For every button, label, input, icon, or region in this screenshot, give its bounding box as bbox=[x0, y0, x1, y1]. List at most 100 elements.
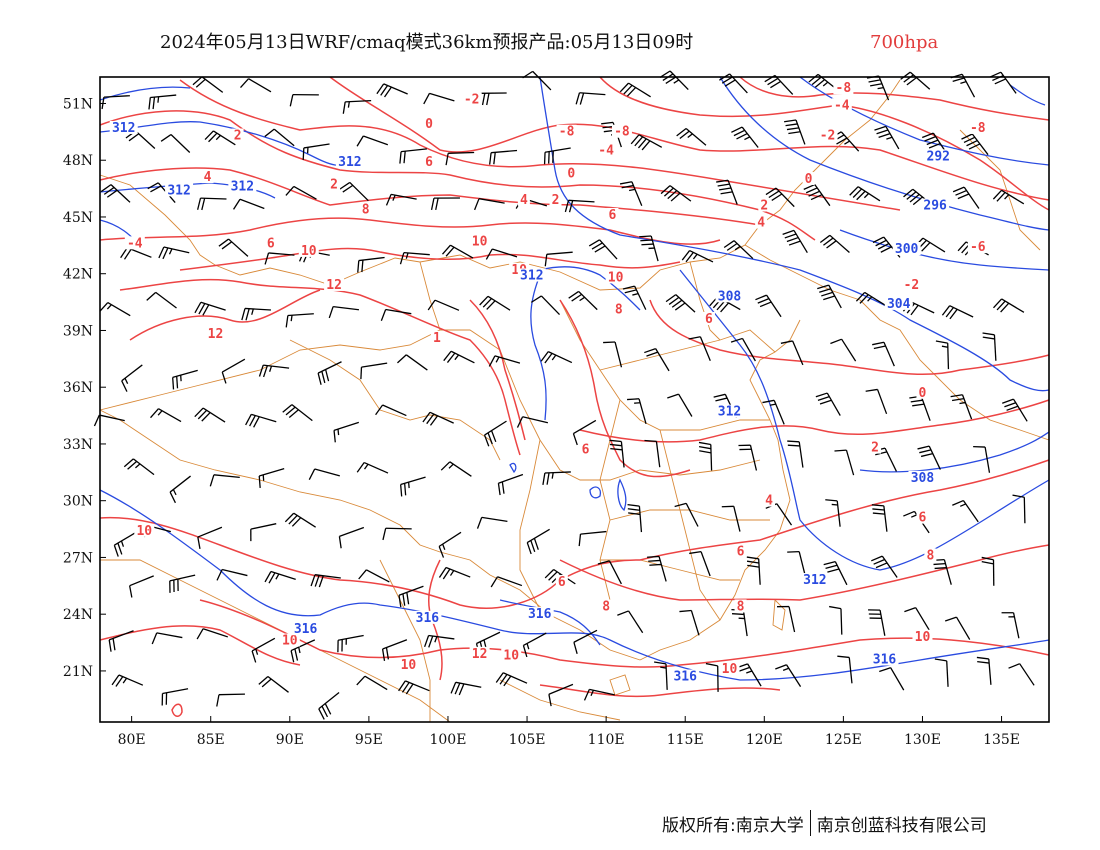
wind-barb-icon bbox=[784, 119, 806, 145]
wind-barb-icon bbox=[339, 181, 369, 202]
theta-e-label-bg bbox=[517, 268, 546, 282]
theta-e-line bbox=[799, 76, 1050, 166]
wind-barb-icon bbox=[522, 632, 547, 658]
wind-barb-icon bbox=[216, 693, 245, 707]
y-tick-label: 33N bbox=[63, 437, 93, 453]
wind-barb-icon bbox=[654, 661, 668, 690]
wind-barb-icon bbox=[950, 394, 973, 420]
wind-barb-icon bbox=[241, 307, 271, 321]
wind-barb-icon bbox=[572, 419, 597, 446]
isotherm-label: 12 bbox=[326, 278, 342, 293]
theta-e-line bbox=[589, 486, 602, 499]
isotherm-label: 6 bbox=[705, 312, 713, 327]
wind-barb-icon bbox=[108, 630, 134, 652]
isotherm-label-bg bbox=[817, 128, 838, 142]
wind-barb-icon bbox=[644, 347, 670, 372]
wind-barb-icon bbox=[197, 526, 223, 549]
wind-barb-icon bbox=[723, 240, 754, 260]
wind-barb-icon bbox=[490, 576, 523, 588]
national-border bbox=[639, 319, 801, 661]
wind-barb-icon bbox=[568, 290, 598, 311]
isotherm bbox=[179, 79, 901, 211]
wind-barb-icon bbox=[285, 185, 317, 200]
wind-barb-icon bbox=[738, 444, 758, 471]
isotherm-label-bg bbox=[398, 658, 419, 672]
isotherm-label-bg bbox=[596, 143, 617, 157]
wind-barb-icon bbox=[775, 664, 802, 687]
wind-barb-icon bbox=[424, 634, 455, 648]
theta-e-line bbox=[617, 478, 627, 512]
isotherm-label: 6 bbox=[919, 511, 927, 526]
wind-barb-icon bbox=[868, 609, 886, 636]
wind-barb-icon bbox=[356, 675, 388, 691]
theta-e-label-bg bbox=[870, 652, 899, 666]
wind-barb-icon bbox=[289, 93, 319, 107]
wind-barb-icon bbox=[819, 234, 850, 253]
wind-barb-icon bbox=[849, 186, 881, 202]
wind-barb-icon bbox=[160, 133, 191, 153]
isotherm-label: 10 bbox=[301, 244, 317, 259]
isotherm-label: 2 bbox=[234, 129, 242, 144]
isotherm-label: 6 bbox=[582, 443, 590, 458]
isotherm-label: 10 bbox=[136, 524, 152, 539]
province-border bbox=[659, 429, 721, 621]
isotherm-label-bg bbox=[924, 548, 937, 562]
wind-barb-icon bbox=[218, 238, 249, 257]
wind-barb-icon bbox=[603, 341, 623, 368]
isotherm-label: 10 bbox=[282, 634, 298, 649]
isotherm-label-bg bbox=[469, 646, 490, 660]
isotherm-label-bg bbox=[869, 440, 882, 454]
coastline bbox=[959, 129, 1041, 251]
isotherm-label-bg bbox=[201, 170, 214, 184]
wind-barb-icon bbox=[357, 256, 385, 273]
theta-e-label: 312 bbox=[718, 405, 741, 420]
level-label: 700hpa bbox=[870, 32, 938, 53]
wind-barb-icon bbox=[746, 556, 761, 585]
theta-e-label-bg bbox=[413, 610, 442, 624]
wind-barb-icon bbox=[240, 78, 272, 93]
wind-barb-icon bbox=[573, 629, 598, 654]
theta-e-label-bg bbox=[291, 622, 320, 636]
wind-barb-icon bbox=[917, 445, 941, 470]
isotherm-label-bg bbox=[605, 270, 626, 284]
wind-barb-icon bbox=[921, 132, 949, 156]
theta-e-line bbox=[539, 76, 1050, 392]
wind-barb-icon bbox=[333, 421, 360, 443]
wind-barb-icon bbox=[1002, 398, 1028, 422]
y-tick-label: 21N bbox=[63, 664, 93, 680]
isotherm-label: 10 bbox=[472, 234, 488, 249]
isotherm bbox=[579, 399, 1050, 443]
theta-e-label: 300 bbox=[895, 242, 919, 257]
wind-barb-icon bbox=[197, 197, 227, 211]
wind-barb-icon bbox=[250, 523, 277, 542]
wind-barb-icon bbox=[803, 183, 831, 207]
x-tick-label: 95E bbox=[355, 732, 383, 748]
wind-barb-icon bbox=[427, 299, 460, 311]
wind-barb-icon bbox=[100, 184, 131, 203]
isotherm-label: 10 bbox=[722, 662, 738, 677]
theta-e-label: 308 bbox=[718, 289, 742, 304]
theta-e-label: 312 bbox=[167, 183, 190, 198]
wind-barb-icon bbox=[665, 294, 696, 313]
wind-barb-icon bbox=[123, 458, 155, 476]
wind-barb-icon bbox=[730, 337, 756, 362]
wind-barb-icon bbox=[961, 133, 989, 156]
isotherm-label-bg bbox=[430, 330, 443, 344]
isotherm bbox=[99, 110, 816, 241]
isotherm-label: -8 bbox=[970, 121, 986, 136]
wind-barb-icon bbox=[360, 362, 388, 380]
copyright-company: 南京创蓝科技有限公司 bbox=[816, 815, 987, 836]
wind-barb-icon bbox=[148, 94, 177, 110]
wind-barb-icon bbox=[258, 675, 289, 693]
wind-barb-icon bbox=[982, 332, 997, 361]
isotherm-label: 0 bbox=[805, 172, 813, 187]
theta-e-label: 312 bbox=[803, 573, 826, 588]
wind-barb-icon bbox=[597, 560, 622, 585]
wind-barb-icon bbox=[232, 198, 265, 210]
isotherm-label: 2 bbox=[330, 178, 338, 193]
theta-e-label-bg bbox=[165, 183, 194, 197]
wind-barb-icon bbox=[380, 308, 412, 321]
wind-barb-icon bbox=[129, 575, 154, 598]
wind-barb-icon bbox=[644, 439, 661, 468]
x-tick-label: 125E bbox=[825, 732, 862, 748]
